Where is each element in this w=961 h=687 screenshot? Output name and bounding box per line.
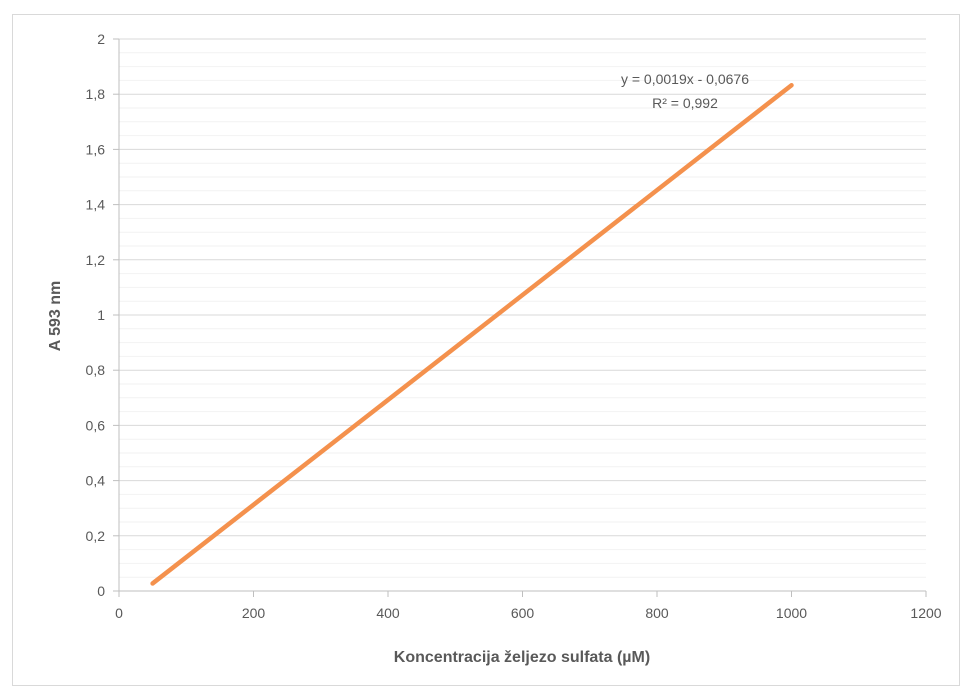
- x-tick-label: 600: [511, 605, 535, 621]
- chart-frame: [12, 14, 960, 686]
- trendline-series: [150, 83, 794, 586]
- gridlines: [119, 38, 926, 578]
- axes: [113, 38, 927, 597]
- y-axis-title: A 593 nm: [47, 281, 64, 352]
- y-tick-label: 1: [97, 307, 105, 323]
- y-tick-label: 1,6: [86, 141, 106, 157]
- y-tick-label: 0,2: [86, 528, 106, 544]
- y-tick-labels: 0 0,2 0,4 0,6 0,8 1 1,2 1,4 1,6 1,8 2: [86, 31, 106, 599]
- x-tick-label: 1000: [776, 605, 807, 621]
- y-tick-label: 0,6: [86, 417, 106, 433]
- y-tick-label: 0,8: [86, 362, 106, 378]
- series-lines: [150, 83, 794, 586]
- trendline-r-squared: R² = 0,992: [652, 95, 718, 111]
- y-tick-label: 0,4: [86, 473, 106, 489]
- y-tick-label: 1,8: [86, 86, 106, 102]
- y-tick-label: 1,2: [86, 252, 106, 268]
- x-tick-label: 1200: [910, 605, 941, 621]
- x-tick-label: 400: [376, 605, 400, 621]
- y-tick-label: 0: [97, 583, 105, 599]
- y-tick-label: 1,4: [86, 197, 106, 213]
- trendline-equation: y = 0,0019x - 0,0676: [621, 71, 749, 87]
- x-axis-title: Koncentracija željezo sulfata (µM): [394, 649, 650, 666]
- x-tick-label: 0: [115, 605, 123, 621]
- x-tick-label: 200: [242, 605, 266, 621]
- x-tick-label: 800: [645, 605, 669, 621]
- x-tick-labels: 0 200 400 600 800 1000 1200: [115, 605, 942, 621]
- y-tick-label: 2: [97, 31, 105, 47]
